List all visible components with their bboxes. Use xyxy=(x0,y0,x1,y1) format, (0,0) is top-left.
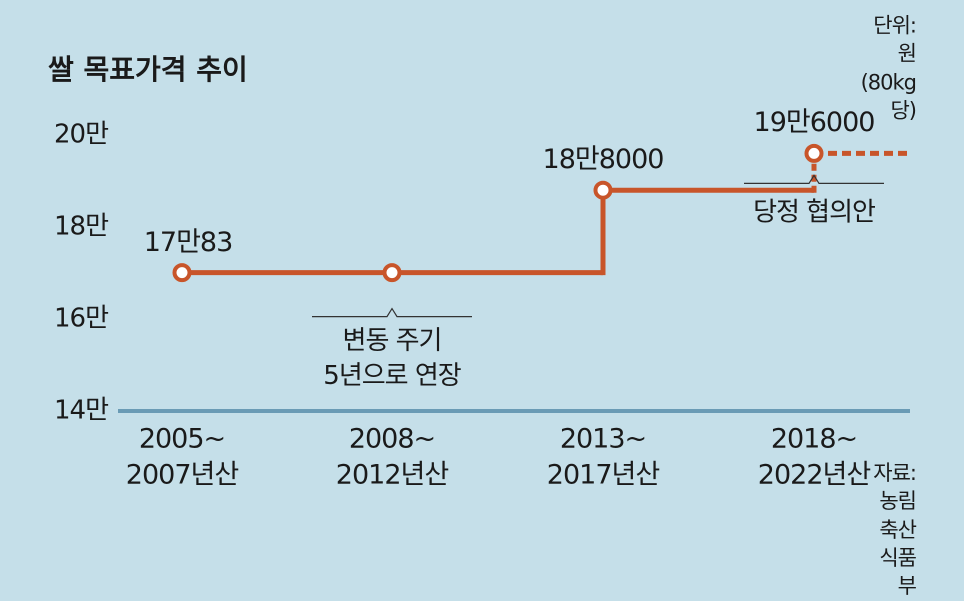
chart-title: 쌀 목표가격 추이 xyxy=(48,53,248,87)
annotation: 당정 협의안 xyxy=(753,197,876,228)
annotation-bracket xyxy=(744,174,884,184)
x-tick-label: 2018~ 2022년산 xyxy=(757,423,871,491)
annotation-bracket xyxy=(312,307,472,318)
data-point xyxy=(804,143,824,163)
x-tick-label: 2008~ 2012년산 xyxy=(335,423,449,491)
data-label: 17만83 xyxy=(143,226,234,258)
data-point xyxy=(382,263,402,283)
data-label: 18만8000 xyxy=(542,143,665,175)
source: 자료: 농림축산식품부 xyxy=(873,461,917,599)
data-point xyxy=(593,180,613,200)
unit-note: 단위: 원(80kg 당) xyxy=(860,13,917,123)
annotation: 변동 주기 5년으로 연장 xyxy=(323,325,461,391)
y-tick-label: 18만 xyxy=(53,211,109,242)
x-tick-label: 2005~ 2007년산 xyxy=(125,423,239,491)
y-tick-label: 14만 xyxy=(53,395,109,426)
data-label: 19만6000 xyxy=(753,107,876,139)
y-tick-label: 20만 xyxy=(53,119,109,150)
x-tick-label: 2013~ 2017년산 xyxy=(546,423,660,491)
data-point xyxy=(172,263,192,283)
y-tick-label: 16만 xyxy=(53,303,109,334)
